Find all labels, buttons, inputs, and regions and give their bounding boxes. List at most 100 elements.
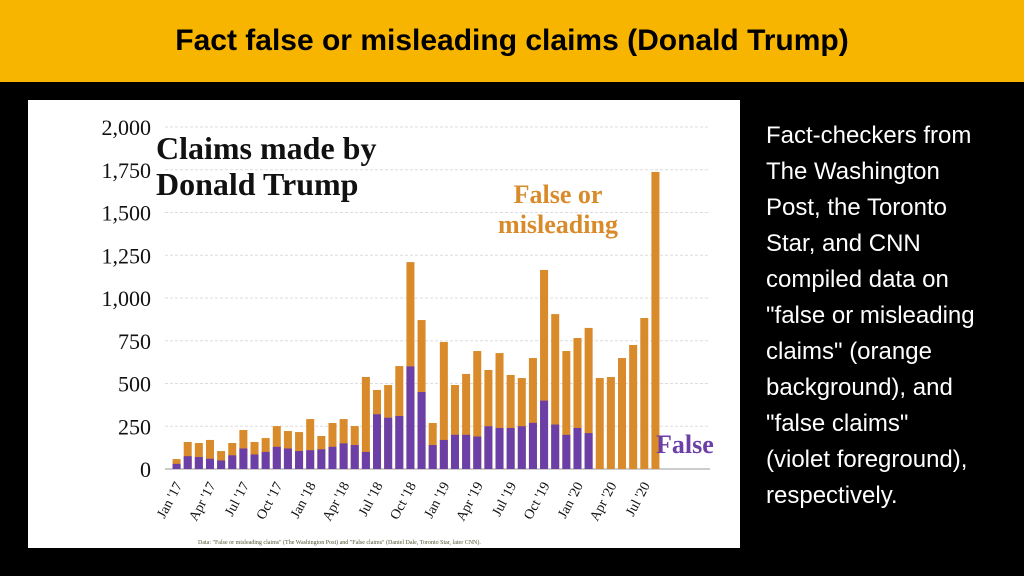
x-tick-label: Jul '20 — [624, 480, 654, 519]
bar — [595, 378, 604, 469]
bar — [317, 449, 326, 469]
bar — [194, 443, 203, 469]
x-tick-label: Jan '20 — [556, 480, 587, 521]
bar — [450, 434, 459, 469]
bar — [528, 358, 537, 469]
bar — [361, 451, 370, 469]
x-tick-label: Apr '20 — [588, 480, 621, 524]
bar — [495, 427, 504, 469]
bar — [361, 377, 370, 469]
x-tick-label: Oct '19 — [521, 480, 553, 523]
bar — [462, 434, 471, 469]
side-line: Post, the Toronto — [766, 194, 948, 221]
y-tick-label: 2,000 — [102, 115, 152, 140]
bar — [228, 455, 237, 469]
bar — [573, 427, 582, 469]
bar — [395, 415, 404, 469]
header: Fact false or misleading claims (Donald … — [0, 0, 1024, 82]
bar — [540, 400, 549, 469]
bar — [462, 373, 471, 469]
bar — [506, 427, 515, 469]
bar — [584, 433, 593, 469]
bar — [183, 456, 192, 469]
bar — [306, 450, 315, 469]
side-line: claims" (orange — [766, 338, 932, 365]
x-tick-label: Jul '18 — [356, 480, 386, 519]
y-tick-label: 750 — [118, 329, 151, 354]
y-tick-label: 1,000 — [102, 286, 152, 311]
bar — [239, 448, 248, 469]
bar — [439, 341, 448, 469]
bar — [629, 345, 638, 469]
bar — [517, 378, 526, 469]
bar — [450, 385, 459, 469]
x-tick-label: Apr '17 — [187, 480, 220, 524]
bar — [272, 446, 281, 469]
bar — [295, 432, 304, 469]
bar — [295, 451, 304, 469]
x-tick-label: Apr '18 — [320, 480, 353, 524]
side-line: respectively. — [766, 482, 898, 509]
bar — [350, 445, 359, 469]
bar — [183, 441, 192, 469]
x-tick-label: Jan '19 — [422, 480, 453, 521]
x-tick-label: Apr '19 — [454, 480, 487, 524]
bar — [484, 426, 493, 469]
bar — [194, 457, 203, 469]
x-tick-label: Jan '17 — [155, 480, 186, 521]
bar — [618, 358, 627, 469]
bar — [473, 351, 482, 469]
chart-panel: 0 250 500 750 1,000 1,250 1,500 1,750 2,000 Jan '… — [28, 100, 740, 548]
bar — [428, 445, 437, 469]
bar — [528, 422, 537, 469]
side-line: Star, and CNN — [766, 230, 921, 257]
chart: 0 250 500 750 1,000 1,250 1,500 1,750 2,000 Jan '… — [102, 115, 710, 524]
bar — [640, 318, 649, 469]
bar — [373, 414, 382, 469]
slide-title: Fact false or misleading claims (Donald … — [175, 24, 849, 57]
bar — [306, 419, 315, 469]
bar — [540, 269, 549, 469]
x-tick-label: Jan '18 — [288, 480, 319, 521]
bar — [584, 327, 593, 469]
bar — [484, 369, 493, 469]
bar — [651, 171, 660, 469]
bar — [473, 436, 482, 469]
bar — [506, 374, 515, 469]
bar — [406, 366, 415, 469]
bar — [562, 434, 571, 469]
side-text: Fact-checkers from The Washington Post, th… — [766, 118, 1021, 514]
bar — [573, 338, 582, 469]
series-label: False — [656, 430, 714, 459]
bar — [517, 426, 526, 469]
side-line: The Washington — [766, 158, 940, 185]
bar — [495, 353, 504, 469]
bar — [217, 460, 226, 469]
y-tick-label: 0 — [140, 457, 151, 482]
y-tick-label: 500 — [118, 372, 151, 397]
chart-title: Claims made by Donald Trump — [156, 130, 377, 202]
y-tick-label: 1,500 — [102, 201, 152, 226]
y-tick-label: 1,750 — [102, 158, 152, 183]
bar — [406, 262, 415, 469]
bar — [384, 417, 393, 469]
bar — [562, 351, 571, 469]
side-line: (violet foreground), — [766, 446, 968, 473]
x-tick-label: Oct '17 — [254, 480, 286, 523]
bar — [205, 458, 214, 469]
bar — [205, 439, 214, 469]
bar — [339, 443, 348, 469]
bar — [328, 446, 337, 469]
bar — [606, 377, 615, 469]
side-line: compiled data on — [766, 266, 949, 293]
bar — [261, 451, 270, 469]
bar — [551, 424, 560, 469]
bar — [250, 454, 259, 469]
bar — [283, 448, 292, 469]
bar — [551, 314, 560, 469]
bar — [417, 392, 426, 469]
x-tick-label: Oct '18 — [388, 480, 420, 523]
y-tick-label: 1,250 — [102, 243, 152, 268]
bar — [328, 423, 337, 469]
